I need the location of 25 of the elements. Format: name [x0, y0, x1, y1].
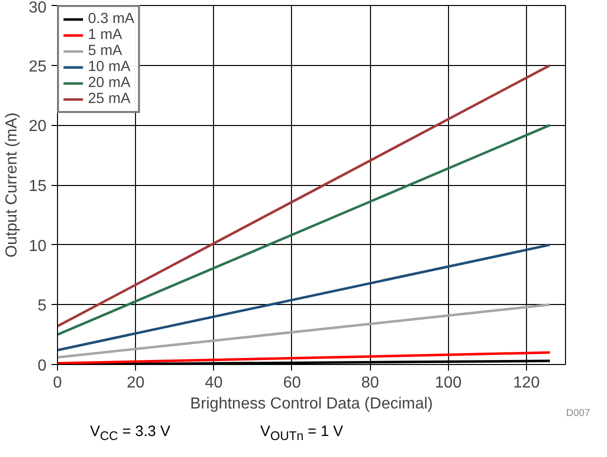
text: V$_{OUTn}$ = 1 V — [260, 423, 344, 444]
x-tick-label: 20 — [126, 374, 145, 392]
legend-label: 10 mA — [88, 59, 130, 75]
legend-label: 20 mA — [88, 75, 130, 91]
y-tick-label: 30 — [28, 0, 47, 16]
y-tick-label: 15 — [28, 178, 47, 195]
x-tick-label: 60 — [283, 374, 301, 392]
text: V$_{CC}$ = 3.3 V — [90, 423, 170, 444]
x-axis-title: Brightness Control Data (Decimal) — [190, 396, 433, 412]
y-tick-label: 0 — [38, 358, 47, 374]
y-tick-label: 20 — [28, 118, 47, 136]
legend-label: 0.3 mA — [88, 11, 134, 27]
x-tick-label: 120 — [513, 374, 540, 392]
legend-label: 25 mA — [88, 91, 130, 107]
y-tick-label: 5 — [38, 298, 47, 315]
x-tick-label: 40 — [204, 374, 223, 392]
x-tick-label: 0 — [53, 374, 62, 392]
y-tick-label: 25 — [28, 58, 47, 76]
y-tick-label: 10 — [28, 238, 47, 255]
x-tick-label: 80 — [361, 374, 380, 392]
legend-label: 1 mA — [88, 27, 122, 43]
y-axis-title: Output Current (mA) — [4, 112, 21, 258]
legend-label: 5 mA — [88, 43, 122, 59]
x-tick-label: 100 — [434, 374, 462, 392]
text: D007 — [566, 408, 590, 419]
